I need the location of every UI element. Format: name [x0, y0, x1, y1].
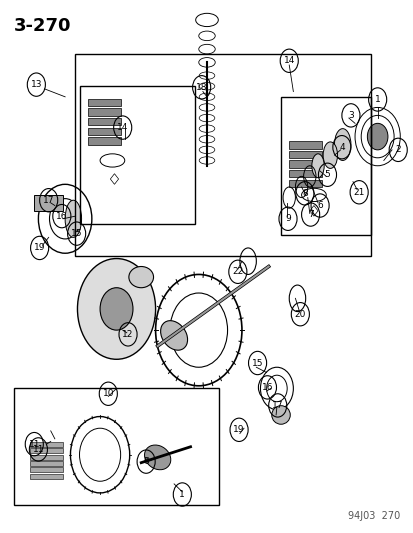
Bar: [30, 455, 63, 459]
Text: 14: 14: [283, 56, 294, 65]
Text: 2: 2: [394, 146, 400, 155]
Text: 9: 9: [285, 214, 290, 223]
Text: 19: 19: [233, 425, 244, 434]
Ellipse shape: [128, 266, 153, 288]
Text: 3: 3: [347, 111, 353, 120]
Bar: [30, 467, 63, 472]
Text: 16: 16: [56, 212, 67, 221]
Text: 12: 12: [122, 330, 133, 339]
Text: 94J03  270: 94J03 270: [347, 511, 399, 521]
Bar: [75, 54, 370, 256]
Text: 15: 15: [251, 359, 263, 367]
Text: 14: 14: [117, 123, 128, 132]
Text: 16: 16: [261, 383, 273, 392]
Text: 6: 6: [316, 201, 322, 210]
Bar: [88, 137, 120, 144]
Text: 19: 19: [34, 244, 45, 253]
Text: 20: 20: [294, 310, 305, 319]
Ellipse shape: [311, 154, 323, 177]
Bar: [289, 180, 321, 187]
Text: 7: 7: [307, 210, 313, 219]
Ellipse shape: [323, 142, 337, 168]
Ellipse shape: [65, 200, 81, 237]
Circle shape: [77, 259, 155, 359]
Bar: [88, 109, 120, 116]
Bar: [30, 461, 63, 466]
Text: 17: 17: [43, 196, 54, 205]
Text: 21: 21: [353, 188, 364, 197]
Bar: [30, 448, 63, 453]
Text: 11: 11: [28, 440, 40, 449]
Text: 10: 10: [102, 389, 114, 398]
Circle shape: [100, 288, 133, 330]
Text: 13: 13: [31, 80, 42, 89]
Bar: [34, 195, 63, 211]
Text: 1: 1: [179, 490, 185, 499]
Bar: [289, 160, 321, 168]
Bar: [280, 97, 370, 235]
Text: 11: 11: [33, 445, 44, 454]
Text: 18: 18: [195, 83, 207, 92]
Circle shape: [366, 123, 387, 150]
Polygon shape: [309, 206, 317, 216]
Bar: [289, 141, 321, 149]
Bar: [88, 99, 120, 107]
Text: 6: 6: [143, 457, 149, 466]
Bar: [289, 151, 321, 158]
Text: 22: 22: [232, 268, 243, 276]
Bar: [30, 474, 63, 479]
Ellipse shape: [144, 445, 171, 470]
Text: 1: 1: [374, 95, 380, 104]
Bar: [30, 442, 63, 447]
Bar: [289, 170, 321, 177]
Polygon shape: [110, 174, 118, 184]
Text: 4: 4: [338, 143, 344, 152]
Bar: [14, 389, 219, 505]
Ellipse shape: [160, 321, 187, 350]
Text: 17: 17: [271, 401, 283, 410]
Text: 15: 15: [71, 229, 82, 238]
Bar: [79, 86, 194, 224]
Text: 5: 5: [324, 170, 330, 179]
Bar: [88, 127, 120, 135]
Bar: [88, 118, 120, 125]
Text: 8: 8: [301, 189, 307, 198]
Ellipse shape: [271, 406, 290, 424]
Text: 3-270: 3-270: [14, 17, 71, 35]
Ellipse shape: [334, 128, 350, 160]
